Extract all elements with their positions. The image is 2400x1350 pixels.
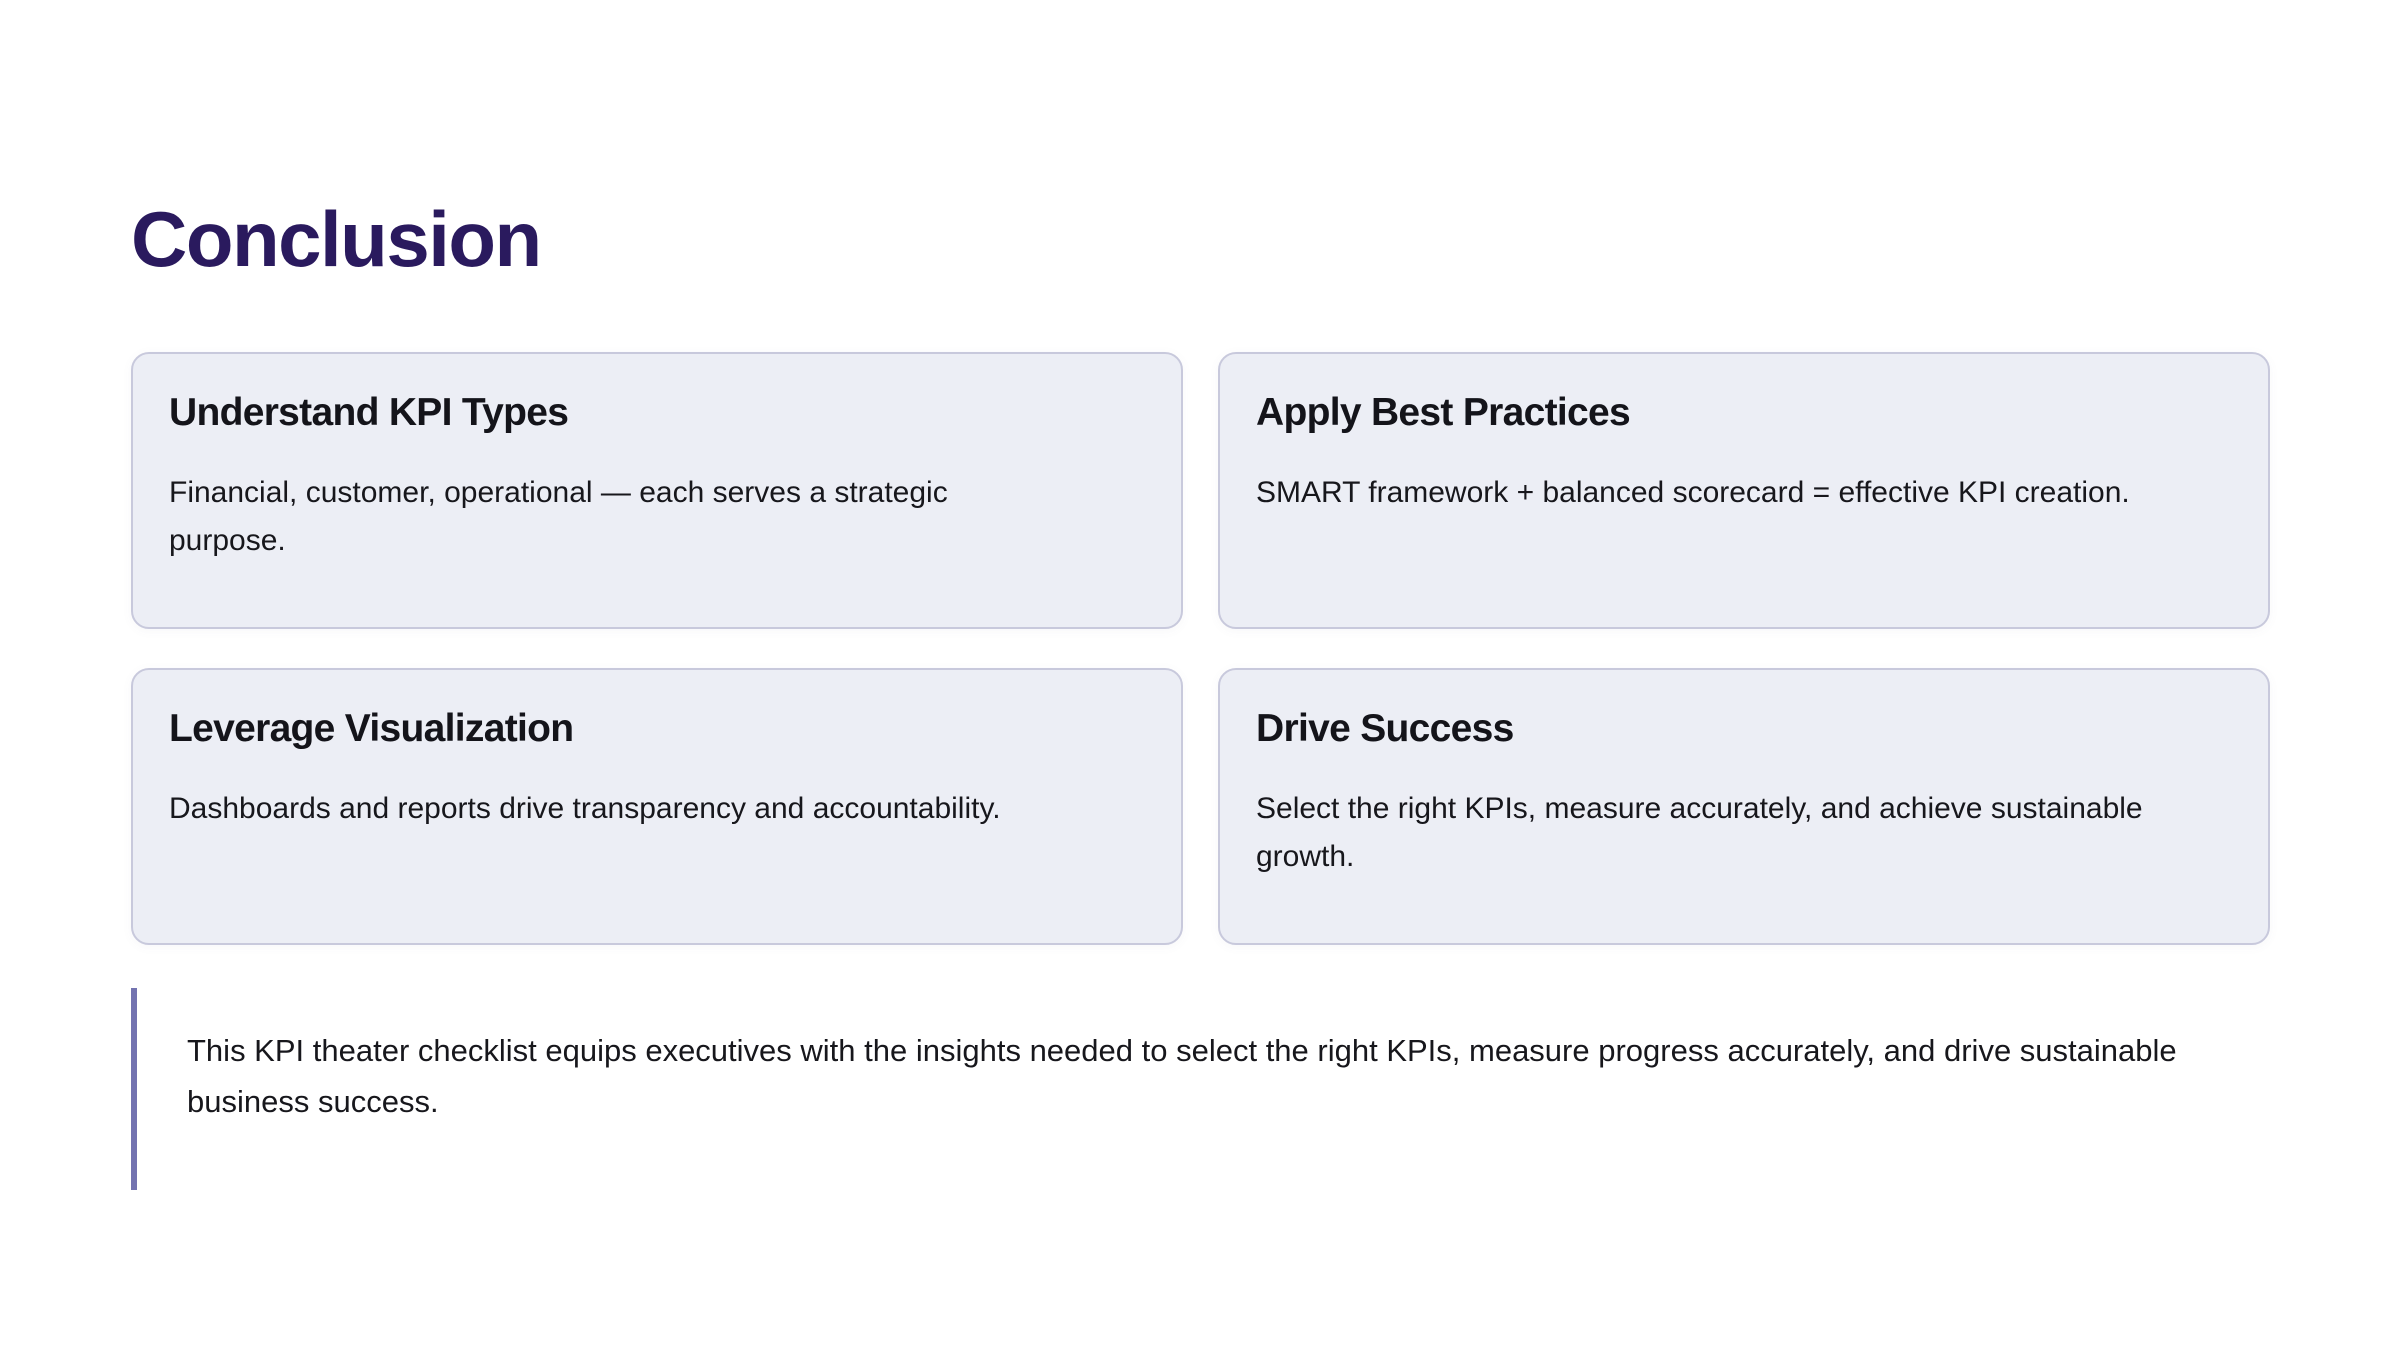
closing-callout: This KPI theater checklist equips execut… (131, 988, 2270, 1190)
card-body: Select the right KPIs, measure accuratel… (1256, 791, 2143, 874)
card-body: Dashboards and reports drive transparenc… (169, 791, 1001, 825)
card-title: Leverage Visualization (169, 707, 574, 750)
summary-card-leverage-visualization: Leverage Visualization Dashboards and re… (131, 668, 1183, 945)
summary-card-drive-success: Drive Success Select the right KPIs, mea… (1218, 668, 2270, 945)
card-title: Drive Success (1256, 707, 1514, 750)
card-body: SMART framework + balanced scorecard = e… (1256, 475, 2130, 509)
callout-text: This KPI theater checklist equips execut… (187, 1033, 2177, 1119)
card-body: Financial, customer, operational — each … (169, 475, 948, 558)
page-title: Conclusion (131, 195, 542, 284)
summary-card-understand-kpi-types: Understand KPI Types Financial, customer… (131, 352, 1183, 629)
card-title: Apply Best Practices (1256, 391, 1631, 434)
summary-card-apply-best-practices: Apply Best Practices SMART framework + b… (1218, 352, 2270, 629)
card-title: Understand KPI Types (169, 391, 569, 434)
summary-card-grid: Understand KPI Types Financial, customer… (131, 352, 2270, 945)
